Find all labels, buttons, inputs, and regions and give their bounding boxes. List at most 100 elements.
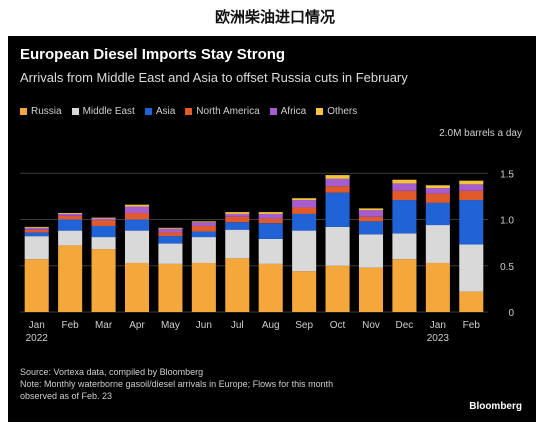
bar-segment-russia <box>459 291 484 312</box>
bar-segment-russia <box>91 249 116 312</box>
bar-segment-asia <box>292 213 317 231</box>
legend-item-others: Others <box>316 106 357 117</box>
bar-segment-middle-east <box>91 237 116 250</box>
bar-segment-asia <box>124 219 150 231</box>
legend-swatch <box>71 108 79 115</box>
bar-segment-asia <box>158 236 183 244</box>
bar-segment-africa <box>24 227 49 230</box>
bar-segment-others <box>425 185 450 189</box>
x-tick-label: Feb <box>62 320 80 331</box>
bar-segment-others <box>358 208 384 211</box>
bar-segment-middle-east <box>225 229 250 259</box>
bar-segment-asia <box>358 221 384 235</box>
bar-segment-asia <box>58 219 83 231</box>
legend-label: Africa <box>280 106 307 117</box>
x-tick-label: Oct <box>330 320 346 331</box>
legend-item-africa: Africa <box>269 106 307 117</box>
bar-segment-asia <box>24 232 49 237</box>
legend-label: Others <box>327 106 358 117</box>
bar-segment-middle-east <box>191 237 216 263</box>
bar-segment-middle-east <box>158 243 183 264</box>
bar-segment-others <box>258 212 283 214</box>
bar-segment-africa <box>124 206 150 214</box>
bar-segment-north-america <box>158 232 183 237</box>
chart-title: European Diesel Imports Stay Strong <box>20 46 286 63</box>
bar-segment-others <box>158 227 183 229</box>
unit-label: 2.0M barrels a day <box>439 128 522 139</box>
bar-segment-africa <box>325 178 350 187</box>
bar-segment-russia <box>358 267 384 312</box>
bar-segment-russia <box>258 263 283 312</box>
x-tick-label: Nov <box>362 320 380 331</box>
bar-segment-north-america <box>292 207 317 214</box>
bar-segment-middle-east <box>258 238 283 264</box>
bar-segment-middle-east <box>292 230 317 272</box>
legend-swatch <box>20 108 27 115</box>
legend-swatch <box>185 108 193 115</box>
bar-segment-africa <box>392 183 417 191</box>
bar-segment-africa <box>459 184 484 191</box>
bar-segment-north-america <box>191 225 216 232</box>
x-tick-label: Sep <box>295 320 313 331</box>
bar-segment-north-america <box>91 220 116 226</box>
bar-segment-russia <box>124 262 150 312</box>
bar-segment-north-america <box>425 193 450 203</box>
bar-segment-asia <box>459 200 484 245</box>
bar-segment-russia <box>392 259 417 312</box>
bar-segment-middle-east <box>124 230 150 263</box>
legend-item-asia: Asia <box>144 106 175 117</box>
bar-segment-asia <box>191 231 216 238</box>
bar-segment-russia <box>158 263 183 312</box>
bar-segment-north-america <box>225 216 250 223</box>
x-tick-year-label: 2022 <box>26 333 49 344</box>
x-tick-label: Dec <box>396 320 414 331</box>
bar-segment-others <box>58 213 83 214</box>
y-tick-label: 0 <box>508 308 514 319</box>
bar-segment-africa <box>158 228 183 233</box>
bar-segment-others <box>292 198 317 201</box>
bar-segment-north-america <box>258 218 283 224</box>
bar-segment-africa <box>225 213 250 217</box>
bar-segment-north-america <box>392 190 417 201</box>
bar-segment-others <box>225 212 250 214</box>
legend: Russia Middle East Asia North America Af… <box>20 106 357 117</box>
bar-segment-others <box>392 179 417 184</box>
bloomberg-logo: Bloomberg <box>469 401 522 412</box>
x-tick-label: Jan <box>430 320 446 331</box>
bar-segment-middle-east <box>358 234 384 268</box>
x-tick-label: May <box>161 320 180 331</box>
bar-segment-north-america <box>325 186 350 193</box>
x-tick-label: Aug <box>262 320 280 331</box>
bar-segment-middle-east <box>24 236 49 260</box>
bar-segment-russia <box>292 271 317 312</box>
note-text-2: observed as of Feb. 23 <box>20 391 113 401</box>
legend-swatch <box>144 108 152 115</box>
note-text: Note: Monthly waterborne gasoil/diesel a… <box>20 379 334 389</box>
bar-segment-africa <box>258 213 283 219</box>
x-tick-label: Jan <box>29 320 45 331</box>
legend-label: Middle East <box>82 106 135 117</box>
bar-segment-asia <box>425 202 450 226</box>
x-tick-year-label: 2023 <box>427 333 450 344</box>
bar-segment-africa <box>358 210 384 217</box>
page-title: 欧洲柴油进口情况 <box>214 8 335 26</box>
bar-segment-russia <box>58 245 83 312</box>
bar-segment-others <box>24 226 49 228</box>
legend-item-north-america: North America <box>185 106 260 117</box>
bar-segment-north-america <box>58 215 83 220</box>
legend-item-russia: Russia <box>20 106 62 117</box>
bar-segment-middle-east <box>425 225 450 263</box>
bar-segment-russia <box>225 258 250 312</box>
x-tick-label: Jul <box>231 320 244 331</box>
bar-segment-asia <box>91 225 116 238</box>
bar-segment-north-america <box>358 216 384 222</box>
bar-segment-middle-east <box>392 233 417 260</box>
bar-segment-africa <box>292 200 317 208</box>
legend-label: Russia <box>31 106 62 117</box>
bar-segment-others <box>191 221 216 223</box>
legend-swatch <box>269 108 277 115</box>
chart-card: European Diesel Imports Stay Strong Arri… <box>8 36 536 422</box>
bar-segment-others <box>459 180 484 185</box>
legend-label: North America <box>196 106 260 117</box>
bar-segment-north-america <box>459 190 484 201</box>
